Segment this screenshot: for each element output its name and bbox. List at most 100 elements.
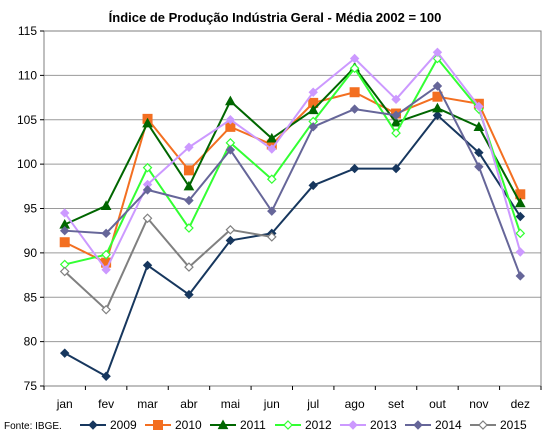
legend-label: 2010 xyxy=(175,418,202,432)
legend-label: 2013 xyxy=(370,418,397,432)
data-point-2009 xyxy=(515,211,525,222)
data-point-2010 xyxy=(349,87,360,98)
data-point-2012 xyxy=(266,174,277,185)
data-point-2014 xyxy=(60,225,70,236)
data-point-2009 xyxy=(308,180,318,191)
data-point-2012 xyxy=(349,63,360,74)
y-tick-label: 75 xyxy=(24,379,38,393)
data-point-2011 xyxy=(432,102,443,113)
legend-marker xyxy=(413,420,423,430)
x-tick-label: nov xyxy=(469,397,488,411)
data-point-2014 xyxy=(267,206,277,216)
data-point-2013 xyxy=(474,101,484,112)
x-tick-label: jul xyxy=(306,397,319,411)
data-point-2014 xyxy=(515,271,525,281)
data-point-2013 xyxy=(101,265,111,275)
data-point-2013 xyxy=(432,47,443,58)
y-axis-ticks: 75 80 85 90 95 100 105 110 115 xyxy=(17,24,44,393)
data-point-2012 xyxy=(101,249,111,260)
series-2012 xyxy=(59,53,526,270)
x-tick-label: out xyxy=(429,397,446,411)
data-point-2014 xyxy=(184,195,194,206)
data-point-2009 xyxy=(184,289,194,300)
data-point-2013 xyxy=(225,115,236,125)
data-point-2009 xyxy=(474,147,484,158)
data-point-2015 xyxy=(59,266,70,277)
x-tick-label: ago xyxy=(345,397,365,411)
x-tick-label: set xyxy=(388,397,405,411)
data-point-2014 xyxy=(391,110,401,121)
data-point-2013 xyxy=(184,142,194,152)
data-point-2009 xyxy=(142,260,153,271)
series-line-2010 xyxy=(64,91,522,264)
data-point-2009 xyxy=(432,110,443,121)
series-line-2013 xyxy=(63,51,522,271)
data-point-2012 xyxy=(184,223,194,233)
legend-marker xyxy=(348,420,358,430)
data-point-2011 xyxy=(266,132,278,143)
series-line-2009 xyxy=(64,114,522,378)
x-axis-ticks: jan fev mar abr mai jun jul ago set out nov dez xyxy=(43,386,542,411)
data-point-2014 xyxy=(432,81,443,91)
legend-item-2013: 2013 xyxy=(340,418,397,432)
data-point-2012 xyxy=(142,162,153,173)
data-point-2010 xyxy=(59,237,70,248)
series-line-2012 xyxy=(64,57,522,266)
data-point-2011 xyxy=(307,104,319,115)
legend-label: 2014 xyxy=(435,418,462,432)
legend-marker xyxy=(217,419,229,430)
data-point-2014 xyxy=(308,122,318,132)
data-point-2013 xyxy=(267,144,277,154)
data-point-2015 xyxy=(101,304,111,315)
data-point-2013 xyxy=(308,87,318,97)
legend-item-2014: 2014 xyxy=(405,418,462,432)
data-point-2012 xyxy=(391,128,401,138)
data-point-2011 xyxy=(225,95,236,106)
x-tick-label: abr xyxy=(180,397,197,411)
y-tick-label: 90 xyxy=(24,246,38,260)
data-point-2013 xyxy=(349,53,360,64)
legend-marker xyxy=(283,420,293,430)
chart-title: Índice de Produção Indústria Geral - Méd… xyxy=(109,10,442,25)
data-point-2013 xyxy=(391,94,401,105)
y-tick-label: 110 xyxy=(18,68,37,82)
legend-marker xyxy=(478,420,488,430)
legend-label: 2011 xyxy=(240,418,266,432)
data-point-2010 xyxy=(183,165,194,176)
data-point-2012 xyxy=(515,228,526,239)
data-point-2011 xyxy=(473,121,485,131)
data-point-2011 xyxy=(514,197,526,208)
data-point-2009 xyxy=(101,371,111,381)
data-point-2014 xyxy=(142,185,153,195)
legend-item-2012: 2012 xyxy=(275,418,332,432)
x-tick-label: jun xyxy=(263,397,280,411)
data-point-2014 xyxy=(349,104,360,114)
x-tick-label: dez xyxy=(511,397,530,411)
data-point-2015 xyxy=(184,262,194,272)
data-point-2009 xyxy=(349,163,360,174)
data-point-2015 xyxy=(266,232,277,242)
x-tick-label: mai xyxy=(221,397,240,411)
data-point-2014 xyxy=(101,228,111,239)
data-point-2015 xyxy=(225,224,236,235)
data-point-2011 xyxy=(100,200,112,210)
series-2013 xyxy=(60,47,525,275)
legend-marker xyxy=(88,420,98,430)
y-tick-label: 95 xyxy=(24,202,38,216)
legend-marker xyxy=(153,420,163,430)
series-line-2014 xyxy=(64,85,522,277)
data-point-2011 xyxy=(183,180,195,191)
y-tick-label: 100 xyxy=(17,157,37,171)
series-line-2011 xyxy=(64,66,522,226)
legend-item-2011: 2011 xyxy=(210,418,266,432)
data-point-2009 xyxy=(225,235,236,246)
legend-item-2009: 2009 xyxy=(80,418,137,432)
legend-label: 2009 xyxy=(110,418,137,432)
legend-item-2010: 2010 xyxy=(145,418,202,432)
legend-label: 2012 xyxy=(305,418,332,432)
y-tick-label: 85 xyxy=(24,290,38,304)
series-2014 xyxy=(60,81,525,281)
data-point-2013 xyxy=(515,247,525,257)
